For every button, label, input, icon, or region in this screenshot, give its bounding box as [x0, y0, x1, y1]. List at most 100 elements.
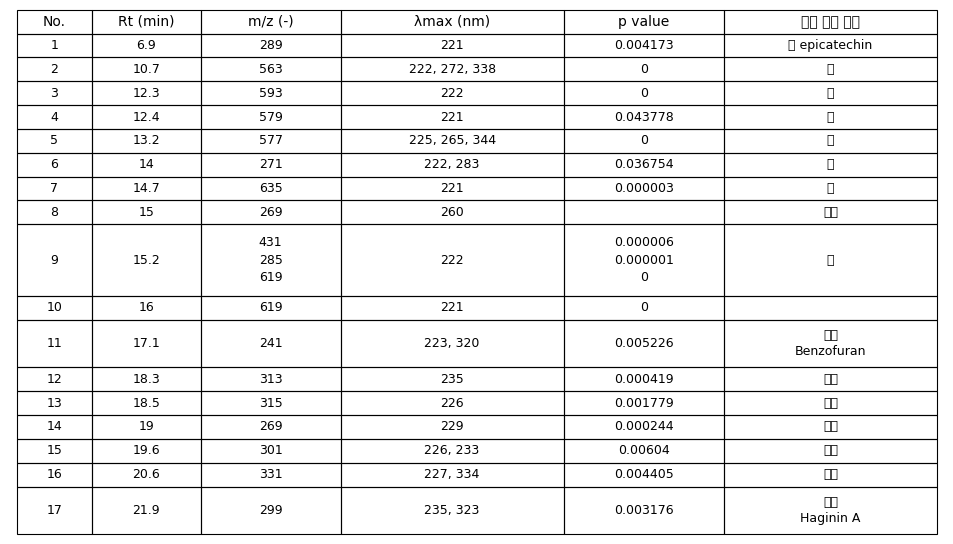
- Text: 226, 233: 226, 233: [424, 444, 479, 458]
- Text: 잎: 잎: [826, 158, 834, 171]
- Text: 635: 635: [258, 182, 282, 195]
- Text: 269: 269: [258, 421, 282, 434]
- Bar: [91, 34, 200, 58]
- Bar: [91, 153, 200, 177]
- Text: 함량 많은 부위: 함량 많은 부위: [801, 15, 860, 29]
- Text: 잎 epicatechin: 잎 epicatechin: [787, 39, 872, 52]
- Text: 222: 222: [440, 86, 463, 100]
- Bar: [340, 463, 563, 486]
- Bar: [17, 105, 91, 129]
- Bar: [200, 367, 340, 391]
- Text: 229: 229: [440, 421, 463, 434]
- Text: 221: 221: [440, 110, 463, 123]
- Text: 18.5: 18.5: [132, 397, 160, 410]
- Bar: [340, 367, 563, 391]
- Bar: [563, 296, 723, 320]
- Bar: [91, 177, 200, 201]
- Bar: [91, 105, 200, 129]
- Text: 18.3: 18.3: [132, 373, 160, 386]
- Bar: [723, 58, 936, 81]
- Text: 0.004173: 0.004173: [614, 39, 673, 52]
- Text: 4: 4: [51, 110, 58, 123]
- Bar: [563, 10, 723, 34]
- Text: 0.043778: 0.043778: [614, 110, 673, 123]
- Bar: [200, 463, 340, 486]
- Text: 289: 289: [258, 39, 282, 52]
- Bar: [17, 486, 91, 534]
- Bar: [200, 439, 340, 463]
- Text: 17: 17: [47, 504, 62, 517]
- Bar: [200, 224, 340, 296]
- Bar: [723, 367, 936, 391]
- Text: 7: 7: [51, 182, 58, 195]
- Bar: [340, 177, 563, 201]
- Text: 2: 2: [51, 63, 58, 76]
- Text: 잎: 잎: [826, 63, 834, 76]
- Text: 9: 9: [51, 254, 58, 267]
- Text: 14: 14: [47, 421, 62, 434]
- Bar: [200, 320, 340, 367]
- Text: 15.2: 15.2: [132, 254, 160, 267]
- Bar: [340, 486, 563, 534]
- Text: No.: No.: [43, 15, 66, 29]
- Text: 줄기: 줄기: [822, 496, 837, 509]
- Bar: [340, 129, 563, 153]
- Text: Haginin A: Haginin A: [800, 512, 860, 525]
- Bar: [563, 105, 723, 129]
- Text: 21.9: 21.9: [132, 504, 160, 517]
- Bar: [91, 367, 200, 391]
- Text: 221: 221: [440, 182, 463, 195]
- Bar: [200, 486, 340, 534]
- Text: Rt (min): Rt (min): [118, 15, 174, 29]
- Text: 줄기: 줄기: [822, 397, 837, 410]
- Bar: [340, 224, 563, 296]
- Text: 285: 285: [258, 254, 282, 267]
- Bar: [17, 129, 91, 153]
- Text: 0: 0: [639, 134, 647, 147]
- Text: λmax (nm): λmax (nm): [414, 15, 490, 29]
- Text: 잎: 잎: [826, 110, 834, 123]
- Bar: [723, 105, 936, 129]
- Text: 260: 260: [439, 206, 463, 219]
- Text: 19: 19: [138, 421, 154, 434]
- Text: 0.000003: 0.000003: [614, 182, 673, 195]
- Bar: [17, 10, 91, 34]
- Bar: [200, 415, 340, 439]
- Text: 0.000419: 0.000419: [614, 373, 673, 386]
- Bar: [723, 296, 936, 320]
- Text: 0: 0: [639, 63, 647, 76]
- Bar: [723, 486, 936, 534]
- Text: p value: p value: [618, 15, 669, 29]
- Bar: [17, 367, 91, 391]
- Text: 0.000244: 0.000244: [614, 421, 673, 434]
- Bar: [200, 129, 340, 153]
- Text: 줄기: 줄기: [822, 444, 837, 458]
- Text: 313: 313: [258, 373, 282, 386]
- Bar: [563, 320, 723, 367]
- Text: 0.003176: 0.003176: [614, 504, 673, 517]
- Text: 271: 271: [258, 158, 282, 171]
- Bar: [200, 105, 340, 129]
- Bar: [723, 177, 936, 201]
- Bar: [723, 391, 936, 415]
- Bar: [340, 439, 563, 463]
- Text: 0.000001: 0.000001: [614, 254, 673, 267]
- Bar: [340, 201, 563, 224]
- Text: 301: 301: [258, 444, 282, 458]
- Bar: [17, 81, 91, 105]
- Text: Benzofuran: Benzofuran: [794, 345, 865, 358]
- Text: 줄기: 줄기: [822, 373, 837, 386]
- Bar: [91, 391, 200, 415]
- Bar: [563, 224, 723, 296]
- Bar: [723, 201, 936, 224]
- Text: 5: 5: [51, 134, 58, 147]
- Text: 563: 563: [258, 63, 282, 76]
- Text: 13: 13: [47, 397, 62, 410]
- Bar: [91, 129, 200, 153]
- Text: 잎: 잎: [826, 134, 834, 147]
- Bar: [17, 153, 91, 177]
- Text: 227, 334: 227, 334: [424, 468, 479, 481]
- Text: 19.6: 19.6: [132, 444, 160, 458]
- Bar: [200, 81, 340, 105]
- Bar: [340, 58, 563, 81]
